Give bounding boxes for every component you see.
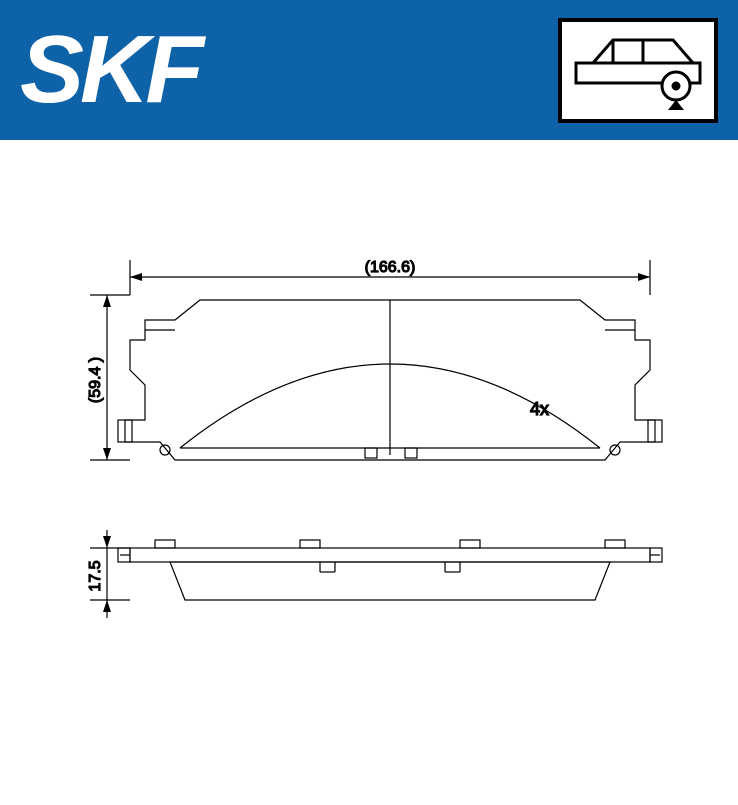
brand-logo: SKF bbox=[20, 15, 200, 125]
quantity-label: 4x bbox=[530, 399, 549, 419]
brake-pad-front-view bbox=[118, 300, 662, 460]
dim-width: (166.6) bbox=[130, 259, 650, 295]
dim-width-label: (166.6) bbox=[365, 259, 416, 276]
header-banner: SKF bbox=[0, 0, 738, 140]
technical-drawing: (166.6) (59.4 ) bbox=[0, 160, 738, 800]
dim-thickness: 17.5 bbox=[87, 530, 130, 618]
dim-height: (59.4 ) bbox=[87, 295, 130, 460]
dim-height-label: (59.4 ) bbox=[87, 357, 104, 403]
dim-thickness-label: 17.5 bbox=[87, 560, 104, 591]
axle-position-icon bbox=[558, 18, 718, 123]
brake-pad-side-view bbox=[118, 540, 662, 600]
